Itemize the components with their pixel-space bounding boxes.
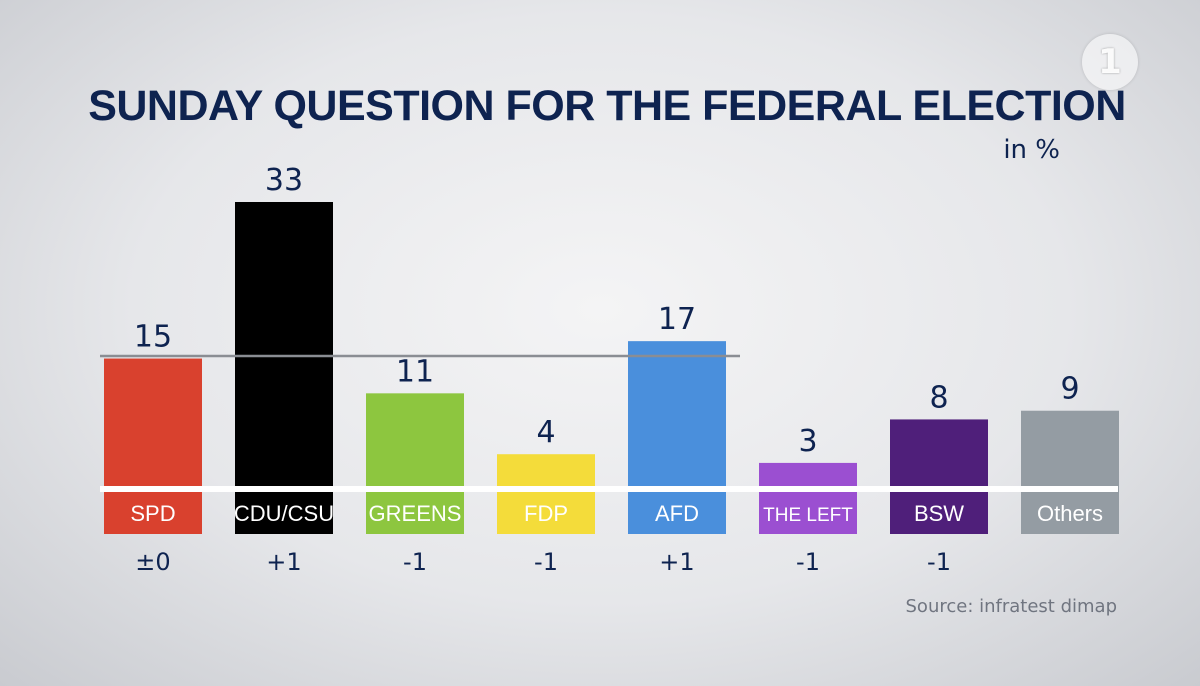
category-box-afd: [628, 489, 726, 534]
category-box-the-left: [759, 489, 857, 534]
change-label-the-left: -1: [796, 548, 820, 576]
category-label-others: Others: [1037, 501, 1103, 526]
change-label-greens: -1: [403, 548, 427, 576]
value-label-bsw: 8: [929, 380, 948, 415]
category-label-the-left: THE LEFT: [763, 505, 853, 526]
bar-greens: [366, 393, 464, 489]
value-label-cdu-csu: 33: [265, 163, 303, 198]
category-box-bsw: [890, 489, 988, 534]
value-label-fdp: 4: [536, 415, 555, 450]
category-box-cdu-csu: [235, 489, 333, 534]
bar-cdu-csu: [235, 202, 333, 489]
category-label-cdu-csu: CDU/CSU: [234, 501, 334, 526]
chart-subtitle: in %: [1003, 135, 1060, 165]
category-label-bsw: BSW: [914, 501, 964, 526]
broadcaster-logo: 1: [1082, 34, 1138, 90]
bar-fdp: [497, 454, 595, 489]
bar-afd: [628, 341, 726, 489]
bar-the-left: [759, 462, 857, 489]
change-label-cdu-csu: +1: [266, 548, 301, 576]
value-label-others: 9: [1060, 372, 1079, 407]
bar-spd: [104, 358, 202, 489]
bar-others: [1021, 410, 1119, 489]
category-box-greens: [366, 489, 464, 534]
value-label-the-left: 3: [798, 424, 817, 459]
value-label-afd: 17: [658, 302, 696, 337]
category-label-greens: GREENS: [369, 501, 462, 526]
category-label-spd: SPD: [130, 501, 175, 526]
category-box-fdp: [497, 489, 595, 534]
source-note: Source: infratest dimap: [906, 596, 1118, 617]
value-label-spd: 15: [134, 320, 172, 355]
change-label-afd: +1: [659, 548, 694, 576]
broadcaster-logo-text: 1: [1098, 42, 1122, 82]
change-label-spd: ±0: [135, 548, 170, 576]
category-box-others: [1021, 489, 1119, 534]
change-label-fdp: -1: [534, 548, 558, 576]
category-box-spd: [104, 489, 202, 534]
chart-title: SUNDAY QUESTION FOR THE FEDERAL ELECTION: [88, 82, 1126, 130]
category-label-afd: AFD: [655, 501, 699, 526]
value-label-greens: 11: [396, 354, 434, 389]
change-label-bsw: -1: [927, 548, 951, 576]
bar-bsw: [890, 419, 988, 489]
category-label-fdp: FDP: [524, 501, 568, 526]
